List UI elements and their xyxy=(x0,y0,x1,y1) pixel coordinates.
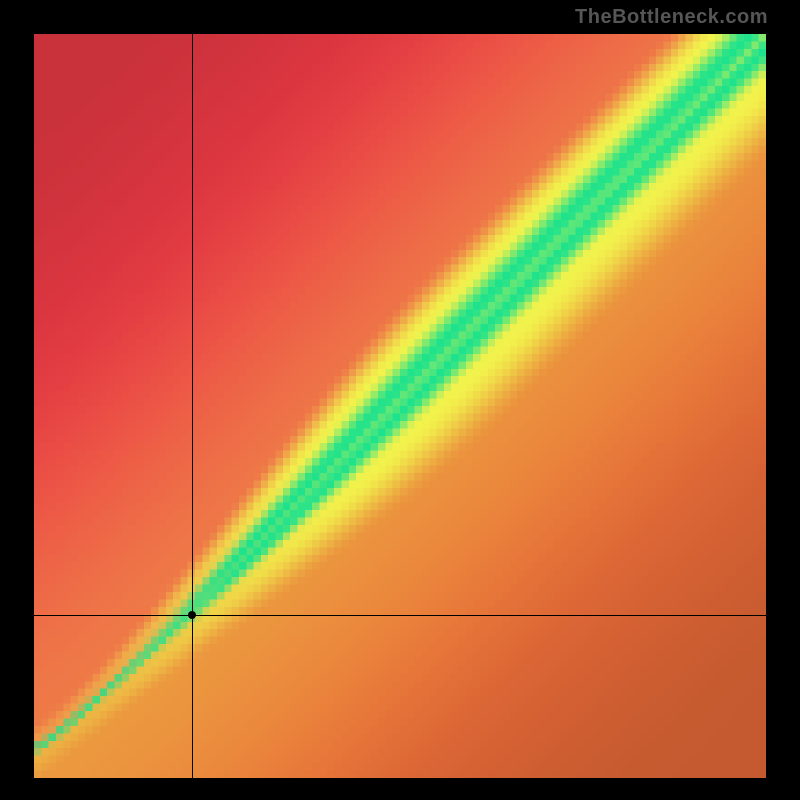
crosshair-vertical xyxy=(192,34,193,778)
watermark-text: TheBottleneck.com xyxy=(575,6,768,29)
chart-container: TheBottleneck.com xyxy=(0,0,800,800)
bottleneck-heatmap xyxy=(34,34,766,778)
crosshair-horizontal xyxy=(34,615,766,616)
